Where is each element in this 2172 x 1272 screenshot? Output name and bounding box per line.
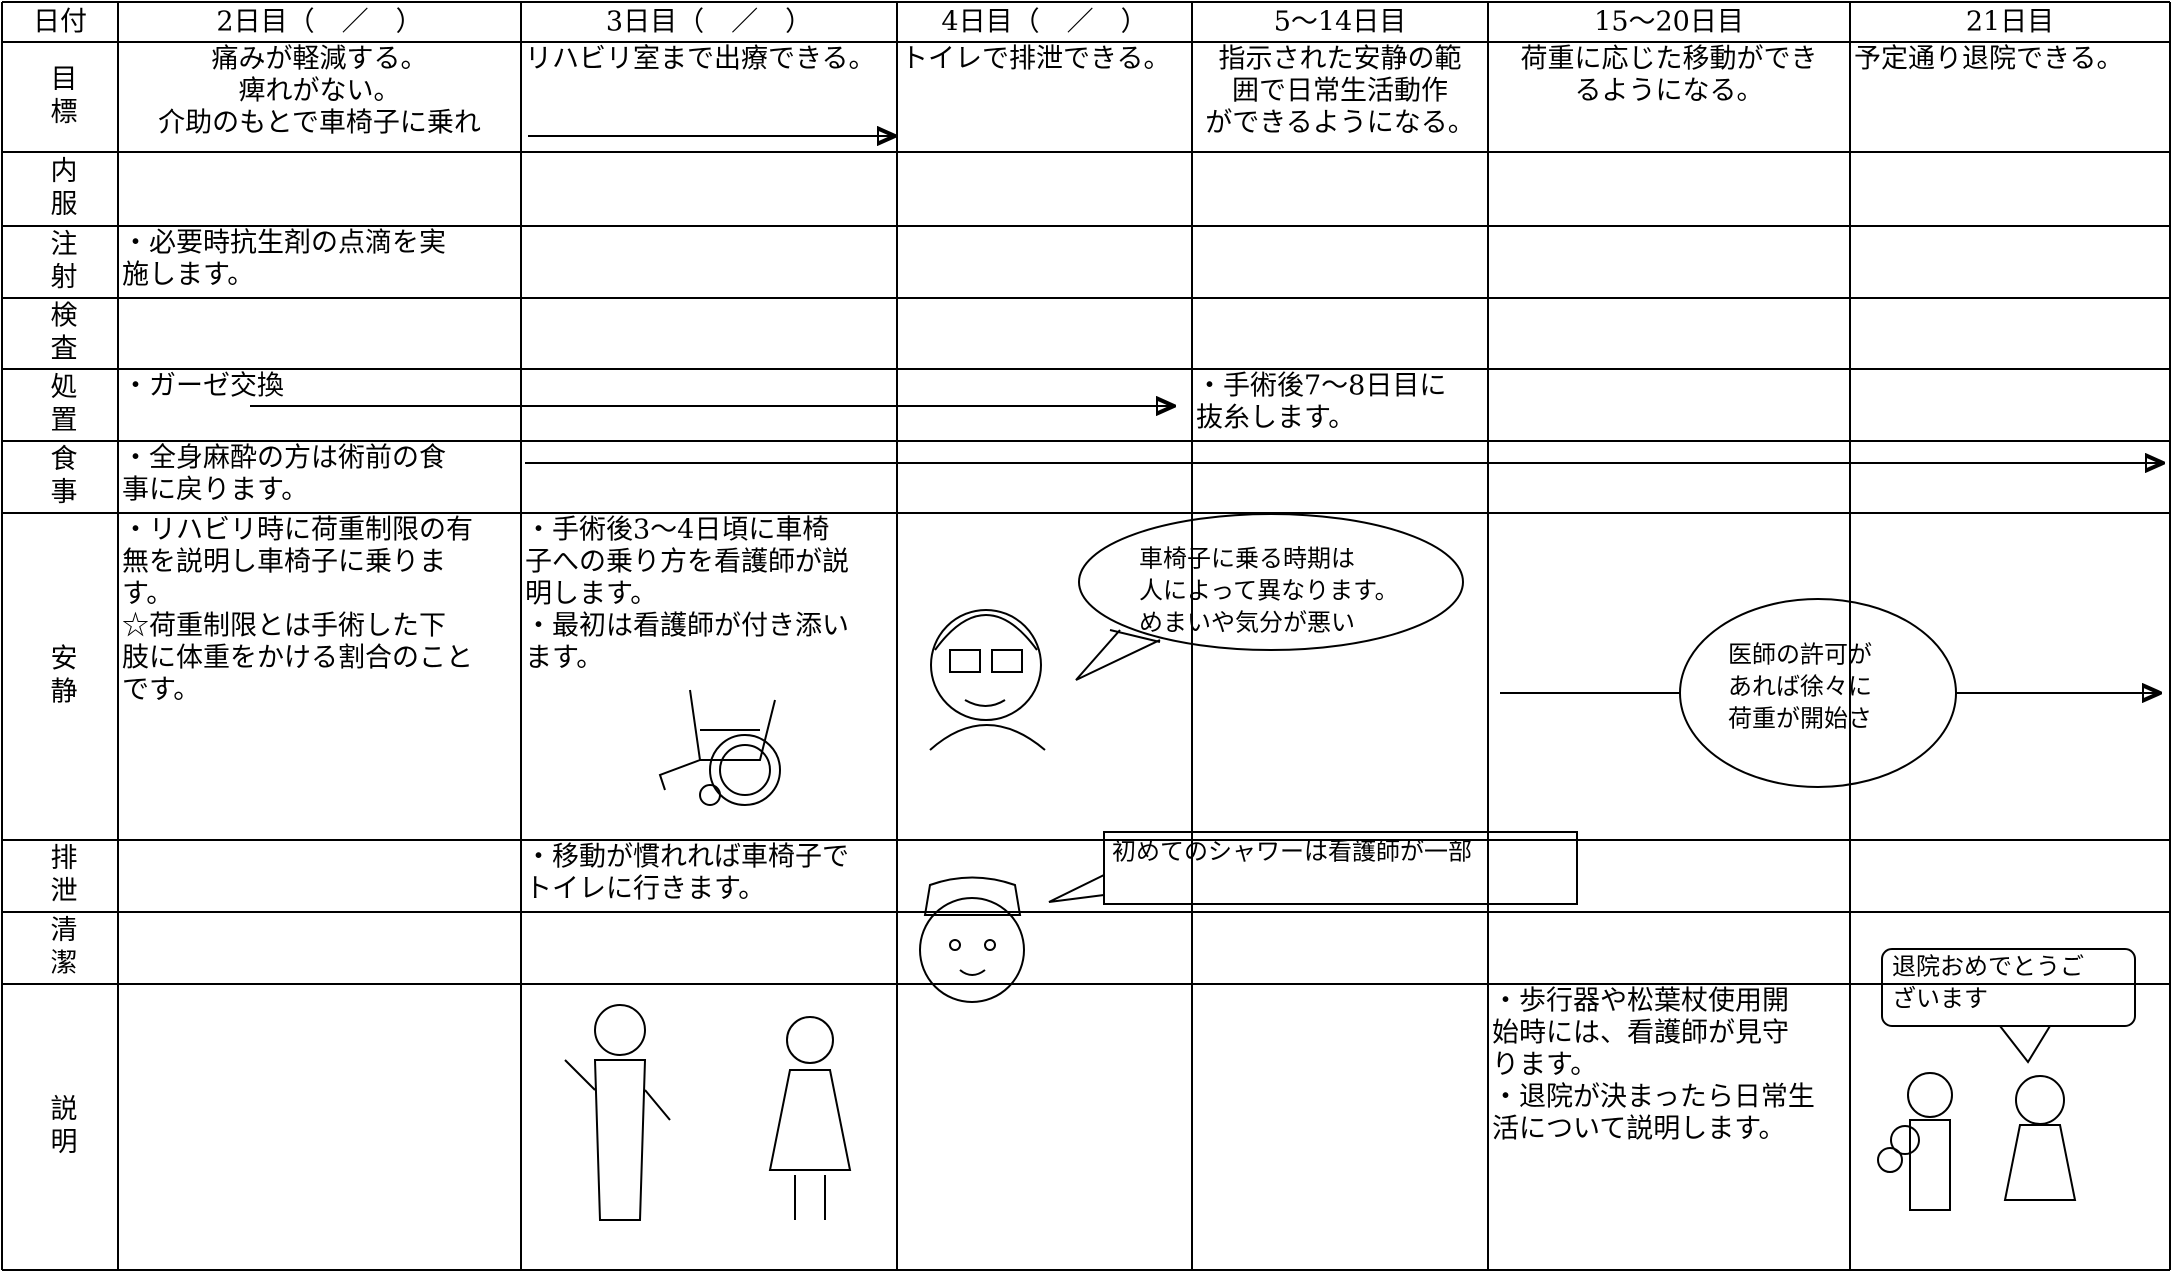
row-label: 排泄 [46, 843, 78, 909]
row-label: 処置 [46, 372, 78, 438]
speech-box [1103, 831, 1578, 905]
doctor-illustration [929, 609, 1046, 751]
cell-text: 荷重に応じた移動ができ [1521, 44, 1818, 75]
nurse-illustration [919, 876, 1025, 1003]
cell-text: ・移動が慣れれば車椅子で [525, 842, 849, 873]
cell-text: です。 [122, 675, 200, 706]
callout-text: ざいます [1892, 985, 1988, 1013]
row-label: 安静 [46, 643, 77, 709]
cell-text: ます。 [525, 643, 603, 674]
cell-text: トイレに行きます。 [525, 874, 765, 905]
cell-text: 介助のもとで車椅子に乗れ [158, 108, 481, 139]
cell-text: 指示された安静の範 [1219, 44, 1462, 75]
cell-text: 痛みが軽減する。 [212, 44, 428, 75]
cell-text: ・全身麻酔の方は術前の食 [122, 443, 446, 474]
cell-text: ・手術後3〜4日頃に車椅 [525, 515, 829, 546]
speech-box [1881, 948, 2136, 1027]
cell-text: ・歩行器や松葉杖使用開 [1492, 986, 1789, 1017]
cell-text: ります。 [1492, 1050, 1597, 1081]
cell-text: 無を説明し車椅子に乗りま [122, 547, 446, 578]
callout-text: 初めてのシャワーは看護師が一部 [1112, 838, 1472, 866]
callout-text: 人によって異なります。 [1139, 577, 1399, 605]
bubble-joint [1109, 629, 1161, 643]
row-label: 説明 [46, 1094, 77, 1160]
header-cell: 2日目（ ／ ） [216, 7, 422, 38]
cell-text: ができるようになる。 [1205, 108, 1474, 139]
row-label: 内服 [46, 156, 78, 222]
cell-text: 事に戻ります。 [122, 475, 308, 506]
header-cell: 4日目（ ／ ） [941, 7, 1147, 38]
bubble-tail [1075, 629, 1161, 681]
cell-text: リハビリ室まで出療できる。 [525, 44, 875, 75]
cell-text: 始時には、看護師が見守 [1492, 1018, 1789, 1049]
cell-text: ・必要時抗生剤の点滴を実 [122, 228, 446, 259]
bubble-tail [1048, 874, 1105, 903]
speech-bubble [1078, 513, 1464, 651]
header-cell: 日付 [33, 7, 87, 38]
cell-text: るようになる。 [1575, 76, 1764, 107]
header-cell: 5〜14日目 [1274, 7, 1407, 38]
row-label: 注射 [46, 229, 78, 295]
callout-text: 医師の許可が [1728, 641, 1872, 669]
wheelchair-illustration [658, 689, 781, 806]
cell-text: 抜糸します。 [1196, 403, 1355, 434]
cell-text: 痺れがない。 [239, 76, 401, 107]
header-cell: 3日目（ ／ ） [606, 7, 812, 38]
callout-text: 車椅子に乗る時期は [1139, 545, 1355, 573]
cell-text: 活について説明します。 [1492, 1114, 1786, 1145]
cell-text: 囲で日常生活動作 [1232, 76, 1448, 107]
cell-text: 予定通り退院できる。 [1854, 44, 2123, 75]
header-cell: 21日目 [1966, 7, 2054, 38]
cell-text: トイレで排泄できる。 [901, 44, 1170, 75]
callout-text: あれば徐々に [1728, 673, 1872, 701]
row-label: 食事 [46, 444, 77, 510]
cell-text: 肢に体重をかける割合のこと [122, 643, 473, 674]
cell-text: ・手術後7〜8日目に [1196, 371, 1446, 402]
callout-text: 退院おめでとうご [1892, 953, 2084, 981]
cell-text: 施します。 [122, 260, 254, 291]
cell-text: 子への乗り方を看護師が説 [525, 547, 849, 578]
cell-text: す。 [122, 579, 173, 610]
row-label: 清潔 [46, 915, 78, 981]
header-cell: 15〜20日目 [1594, 7, 1744, 38]
cell-text: ・リハビリ時に荷重制限の有 [122, 515, 473, 546]
row-label: 目標 [46, 64, 78, 130]
cell-text: 明します。 [525, 579, 657, 610]
cell-text: ・最初は看護師が付き添い [525, 611, 849, 642]
row-label: 検査 [46, 300, 78, 366]
cell-text: ・退院が決まったら日常生 [1492, 1082, 1815, 1113]
texts: 日付 2日目（ ／ ） 3日目（ ／ ） 4日目（ ／ ） 5〜14日目 15〜20日目 2… [33, 7, 2123, 1161]
staff-illustration [564, 1004, 852, 1221]
info-bubble [1679, 598, 1957, 788]
cell-text: ☆荷重制限とは手術した下 [122, 611, 446, 642]
bubble-tail [1999, 1025, 2051, 1064]
discharge-illustration [1877, 1072, 2077, 1211]
callout-text: 荷重が開始さ [1728, 705, 1872, 733]
cell-text: ・ガーゼ交換 [122, 371, 284, 402]
callout-text: めまいや気分が悪い [1139, 609, 1355, 637]
